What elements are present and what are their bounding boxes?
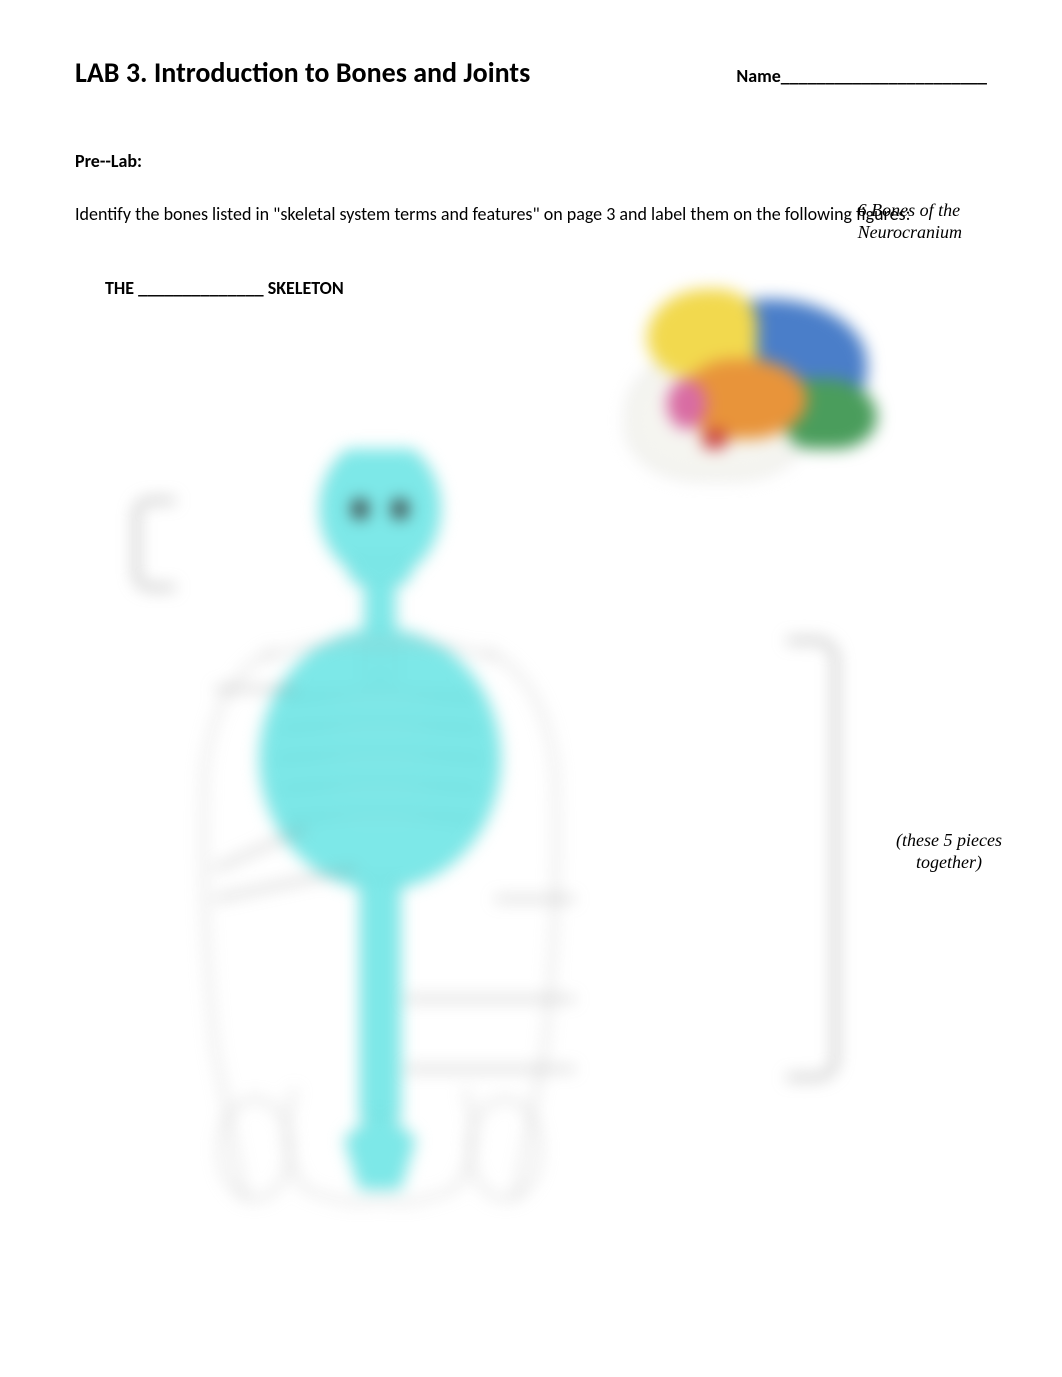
- instructions-text: Identify the bones listed in "skeletal s…: [75, 202, 987, 227]
- skeleton-body: [155, 449, 605, 1219]
- bracket-skull: [135, 499, 175, 589]
- pieces-line2: together): [896, 852, 1002, 874]
- name-blank[interactable]: _______________________: [781, 65, 987, 87]
- label-line-2: [215, 829, 305, 869]
- skeleton-suffix: SKELETON: [264, 277, 344, 299]
- caption-neurocranium: 6 Bones of the Neurocranium: [858, 200, 962, 243]
- skeleton-prefix: THE: [105, 277, 138, 299]
- lumbar-spine: [360, 879, 400, 1119]
- label-line-3: [215, 869, 355, 899]
- eye-socket-left: [352, 499, 368, 519]
- page-title: LAB 3. Introduction to Bones and Joints: [75, 55, 530, 90]
- skull-diagram: [607, 289, 887, 489]
- header: LAB 3. Introduction to Bones and Joints …: [75, 55, 987, 90]
- prelab-heading: Pre--Lab:: [75, 150, 987, 172]
- caption-pieces: (these 5 pieces together): [896, 830, 1002, 873]
- bracket-spine: [787, 639, 837, 1079]
- skull-sphenoid: [667, 379, 707, 429]
- skeleton-svg: [155, 449, 605, 1219]
- skeleton-blank[interactable]: ______________: [138, 277, 264, 299]
- sacrum-shape: [345, 1109, 415, 1189]
- neurocranium-line1: 6 Bones of the: [858, 200, 962, 222]
- eye-socket-right: [392, 499, 408, 519]
- skull-ethmoid: [702, 429, 727, 449]
- name-label: Name: [736, 65, 780, 87]
- right-hand-outline: [470, 1099, 540, 1199]
- pieces-line1: (these 5 pieces: [896, 830, 1002, 852]
- name-field: Name_______________________: [736, 65, 987, 87]
- neurocranium-line2: Neurocranium: [858, 222, 962, 244]
- left-hand-outline: [220, 1099, 290, 1199]
- sternum-top: [365, 649, 395, 679]
- figure-area: [75, 319, 987, 1219]
